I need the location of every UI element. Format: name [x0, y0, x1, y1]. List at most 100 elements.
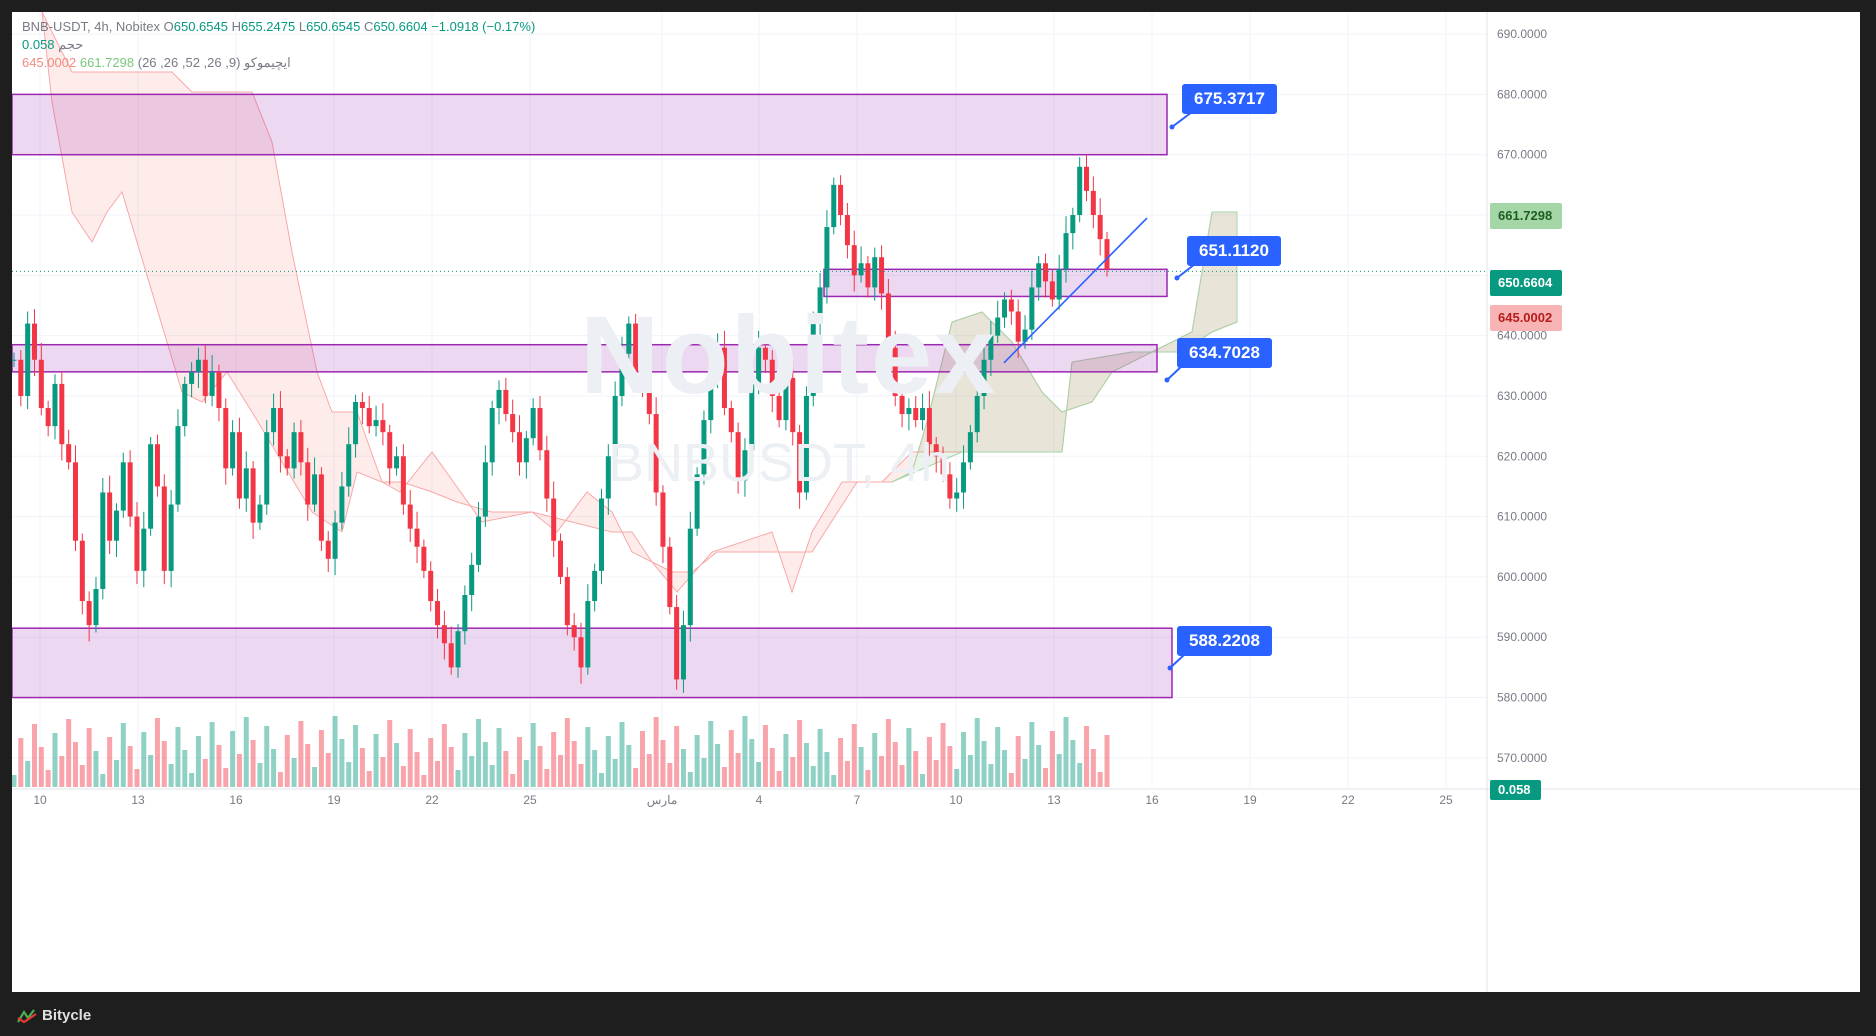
volume-bar [1104, 735, 1110, 787]
candle-body [735, 432, 741, 481]
volume-bar [428, 738, 434, 787]
volume-bar [346, 762, 352, 787]
candle-body [503, 389, 509, 415]
volume-legend[interactable]: حجم 0.058 [22, 37, 83, 53]
candle-body [742, 450, 748, 481]
symbol-title[interactable]: BNB-USDT, 4h, Nobitex [22, 19, 160, 34]
volume-bar [872, 733, 878, 787]
volume-label: حجم [58, 37, 84, 52]
candle-body [448, 643, 454, 668]
candle-body [776, 395, 782, 421]
price-tick-label: 640.0000 [1497, 329, 1547, 343]
volume-bar [769, 748, 775, 787]
volume-bar [394, 743, 400, 787]
candle-body [680, 625, 686, 680]
candle-body [93, 588, 99, 626]
chart-panel[interactable]: 690.0000680.0000670.0000660.0000650.0000… [12, 12, 1860, 992]
volume-bar [680, 749, 686, 787]
callout-634[interactable]: 634.7028 [1177, 338, 1272, 368]
volume-bar [86, 728, 92, 787]
candle-body [510, 414, 516, 433]
volume-bar [407, 729, 413, 787]
candle-body [209, 371, 215, 396]
candle-body [633, 323, 639, 372]
candle-body [216, 371, 222, 409]
volume-bar [230, 731, 236, 787]
candle-body [120, 462, 126, 511]
candle-body [783, 377, 789, 421]
candle-body [885, 293, 891, 348]
footer-bar: Bitycle [0, 996, 1876, 1036]
volume-bar [906, 728, 912, 787]
symbol-legend[interactable]: BNB-USDT, 4h, Nobitex O650.6545 H655.247… [22, 19, 536, 34]
ichimoku-legend[interactable]: ایچیموکو (9, 26, 52, 26, 26) 661.7298 64… [22, 55, 291, 71]
callout-675[interactable]: 675.3717 [1182, 84, 1277, 114]
volume-bar [667, 763, 673, 787]
span-a-price-tag: 661.7298 [1490, 203, 1563, 229]
candle-body [564, 576, 570, 626]
volume-bar [879, 756, 885, 787]
volume-bar [735, 753, 741, 787]
volume-bar [182, 750, 188, 787]
watermark-symbol: BNBUSDT, 4h [608, 433, 951, 493]
callout-651[interactable]: 651.1120 [1187, 236, 1281, 266]
volume-bar [708, 721, 714, 787]
volume-bar [202, 759, 208, 787]
callout-588[interactable]: 588.2208 [1177, 626, 1272, 656]
candle-body [332, 522, 338, 559]
candle-body [496, 389, 502, 409]
watermark-logo: Nobitex [580, 294, 998, 417]
volume-bar [469, 756, 475, 787]
volume-bar [551, 732, 557, 787]
candle-body [537, 408, 543, 451]
volume-bar [926, 737, 932, 787]
volume-bar [250, 740, 256, 787]
candle-body [441, 625, 447, 644]
volume-bar [783, 734, 789, 787]
ichimoku-label: ایچیموکو (9, 26, 52, 26, 26) [137, 55, 291, 70]
volume-bar [400, 766, 406, 787]
volume-bar [838, 738, 844, 787]
candle-body [619, 353, 625, 396]
candle-body [838, 184, 844, 216]
volume-bar [489, 765, 495, 787]
candle-body [578, 637, 584, 668]
volume-bar [72, 742, 78, 787]
candle-body [31, 323, 37, 360]
volume-bar [141, 732, 147, 787]
candle-body [612, 395, 618, 457]
volume-bar [844, 761, 850, 787]
volume-bar [517, 737, 523, 787]
price-chart[interactable]: 690.0000680.0000670.0000660.0000650.0000… [12, 12, 1860, 992]
price-tick-label: 590.0000 [1497, 630, 1547, 644]
candle-body [981, 359, 987, 396]
candle-body [489, 408, 495, 463]
volume-bar [974, 718, 980, 787]
candle-body [708, 371, 714, 421]
volume-bar [66, 719, 72, 787]
candle-body [1002, 299, 1008, 318]
volume-bar [1002, 750, 1008, 787]
volume-bar [762, 725, 768, 787]
volume-bar [79, 765, 85, 787]
time-tick-label: 10 [33, 793, 47, 807]
volume-bar [585, 727, 591, 787]
candle-body [551, 498, 557, 541]
candle-body [523, 438, 529, 463]
volume-bar [742, 716, 748, 787]
candle-body [141, 528, 147, 571]
candle-body [127, 462, 133, 517]
candle-body [1029, 287, 1035, 330]
candle-body [790, 377, 796, 433]
volume-bar [339, 739, 345, 787]
candle-body [687, 528, 693, 626]
volume-bar [12, 775, 17, 787]
volume-bar [496, 728, 502, 787]
candle-body [1056, 269, 1062, 300]
candle-body [271, 408, 277, 433]
volume-bar [633, 768, 639, 787]
callout-anchor [1164, 377, 1170, 383]
candle-body [325, 540, 331, 559]
volume-bar [995, 727, 1001, 787]
candle-body [52, 383, 58, 427]
